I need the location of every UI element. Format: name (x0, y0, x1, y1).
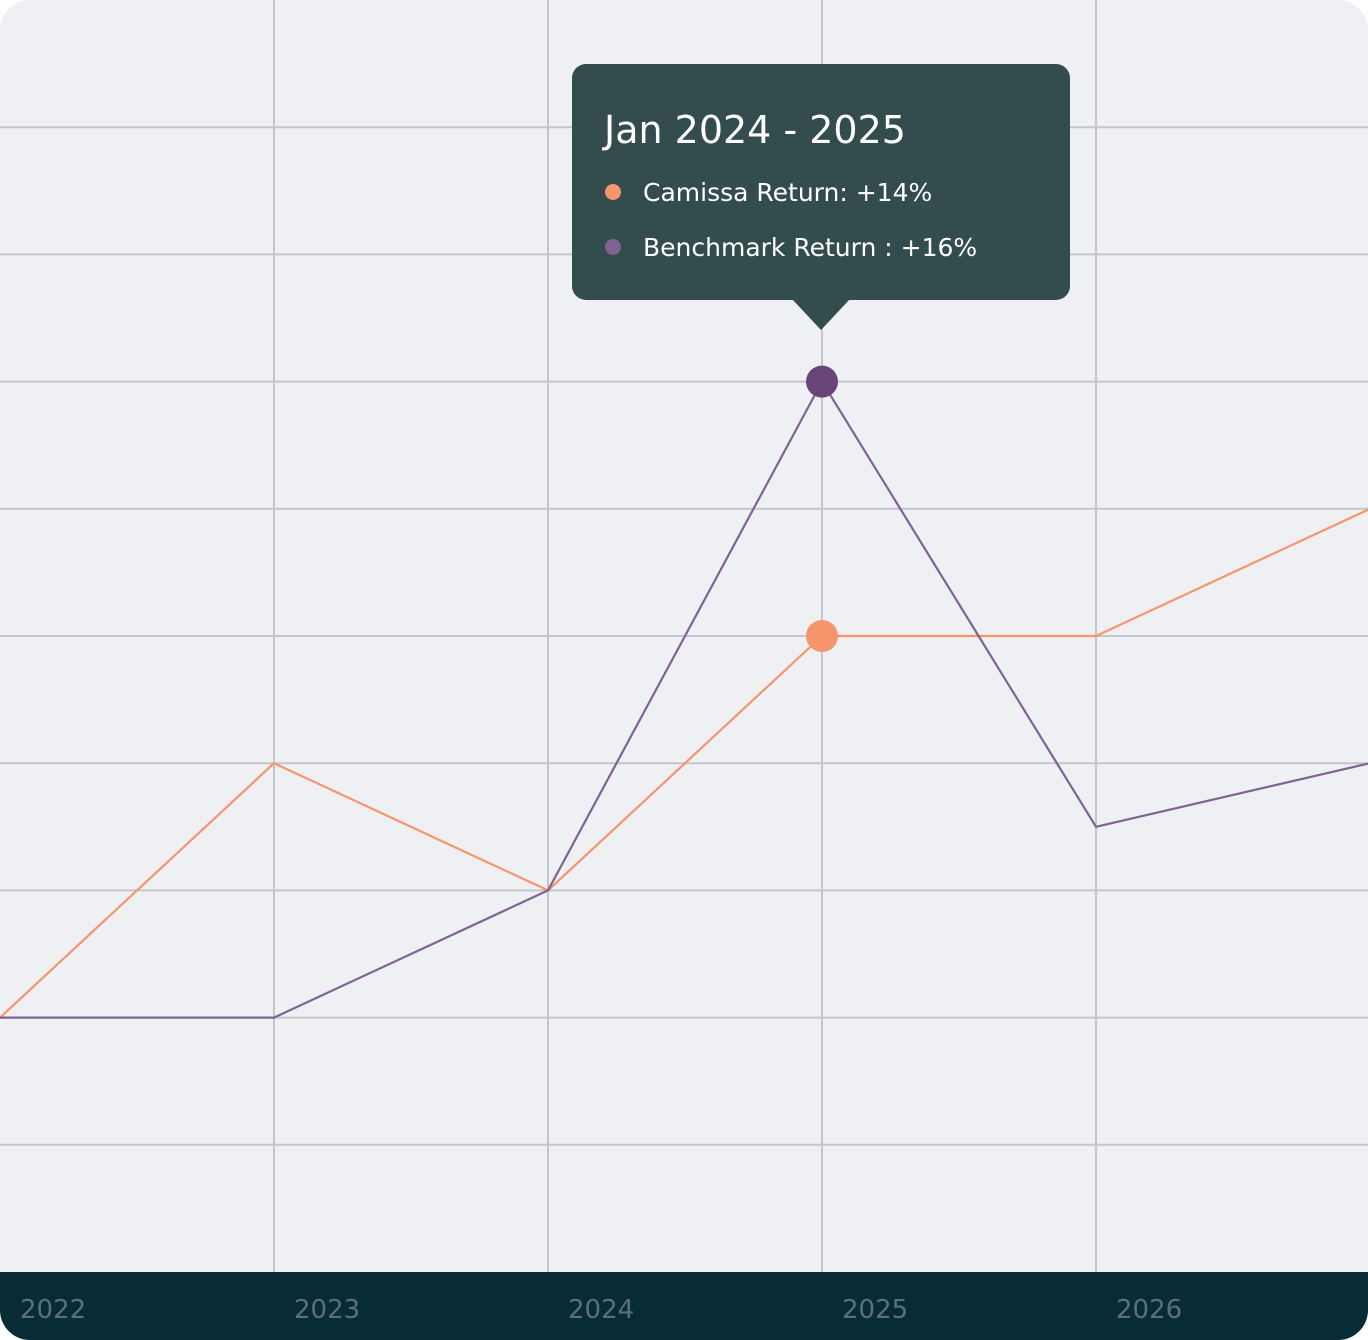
tooltip-pointer (792, 299, 850, 330)
tooltip-item-camissa: Camissa Return: +14% (643, 178, 932, 207)
point-marker-benchmark[interactable] (806, 365, 838, 398)
tooltip-title: Jan 2024 - 2025 (602, 108, 906, 152)
x-axis-bar (0, 1272, 1368, 1340)
tooltip-legend-dot-benchmark (605, 239, 621, 255)
tooltip-box (572, 64, 1070, 300)
x-tick-label: 2022 (20, 1295, 86, 1325)
tooltip-legend-dot-camissa (605, 184, 621, 200)
point-marker-camissa[interactable] (806, 620, 838, 652)
highlight-markers[interactable] (806, 365, 838, 652)
x-axis-ticks: 2022 2023 2024 2025 2026 (20, 1295, 1182, 1325)
x-tick-label: 2023 (294, 1295, 360, 1325)
x-tick-label: 2024 (568, 1295, 634, 1325)
x-tick-label: 2026 (1116, 1295, 1182, 1325)
series (0, 380, 1368, 1019)
x-tick-label: 2025 (842, 1295, 908, 1325)
tooltip-item-benchmark: Benchmark Return : +16% (643, 233, 977, 262)
tooltip: Jan 2024 - 2025 Camissa Return: +14% Ben… (572, 64, 1070, 330)
series-line-camissa (0, 508, 1368, 1019)
series-line-benchmark (0, 380, 1368, 1019)
x-axis: 2022 2023 2024 2025 2026 (0, 1272, 1368, 1340)
